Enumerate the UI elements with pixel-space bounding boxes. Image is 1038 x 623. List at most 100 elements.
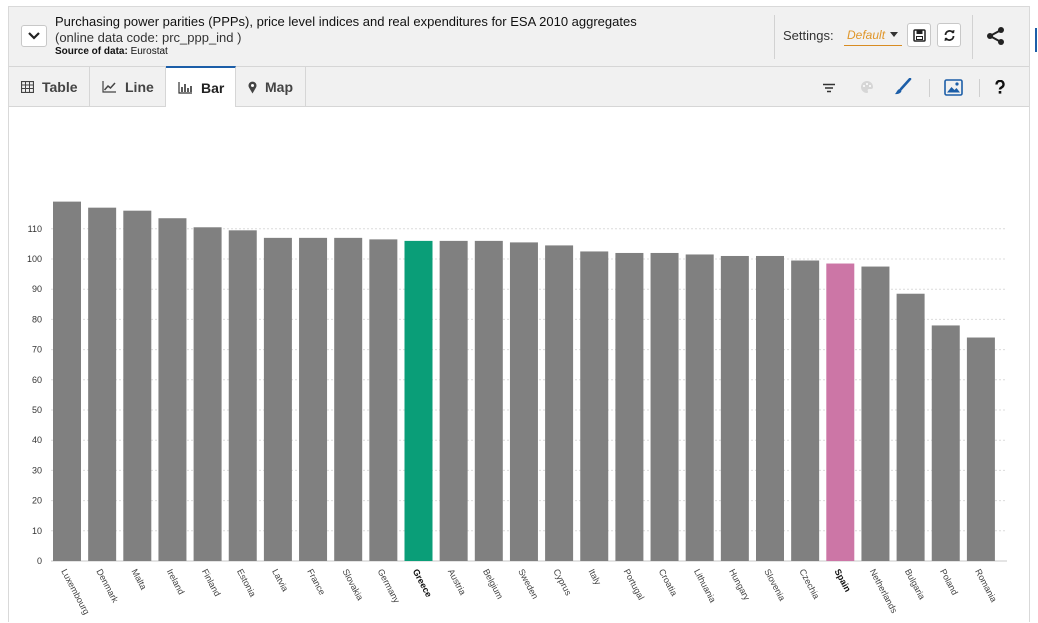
save-button[interactable] [907,23,931,47]
x-tick-label: Slovakia [340,567,365,602]
bar-latvia[interactable] [263,237,292,562]
bar-portugal[interactable] [615,252,644,561]
share-button[interactable] [985,25,1009,49]
x-tick-label: Cyprus [551,567,573,597]
share-icon [987,27,1004,45]
tab-bar-label: Bar [201,79,225,96]
y-tick-label: 10 [32,526,42,536]
tab-bar[interactable]: Bar [166,66,236,107]
y-tick-label: 100 [27,254,42,264]
bar-ireland[interactable] [158,218,187,561]
settings-select[interactable]: Default [844,24,902,46]
x-tick-label: Lithuania [692,567,718,604]
header-divider-2 [972,15,973,59]
y-tick-label: 0 [37,556,42,566]
x-tick-label: Hungary [727,567,752,602]
chevron-down-icon [28,32,40,40]
bar-spain[interactable] [826,263,855,561]
x-tick-label: Austria [446,567,468,596]
x-tick-label: Latvia [270,567,290,593]
x-tick-label: Czechia [797,567,821,600]
bar-greece[interactable] [404,240,433,561]
bar-lithuania[interactable] [685,254,714,561]
filter-icon[interactable] [822,83,836,93]
bar-chart-icon [178,81,192,94]
y-tick-label: 70 [32,345,42,355]
data-source: Source of data: Eurostat [55,46,168,57]
x-tick-label: Italy [586,567,603,587]
bar-austria[interactable] [439,240,468,561]
help-icon[interactable] [994,80,1006,94]
bar-germany[interactable] [369,239,398,561]
tab-line[interactable]: Line [90,67,166,107]
bar-belgium[interactable] [474,240,503,561]
bar-denmark[interactable] [88,207,117,561]
x-tick-label: France [305,567,327,596]
refresh-button[interactable] [937,23,961,47]
x-tick-label: Romania [973,567,999,604]
toolbar-divider-2 [979,79,980,97]
tab-line-label: Line [125,79,154,95]
bar-poland[interactable] [931,325,960,561]
y-tick-label: 40 [32,435,42,445]
tab-map[interactable]: Map [236,67,306,107]
brush-icon[interactable] [894,78,912,96]
bar-hungary[interactable] [720,255,749,562]
y-tick-label: 20 [32,496,42,506]
caret-down-icon[interactable] [890,32,898,37]
bar-france[interactable] [299,237,328,562]
x-tick-label: Luxembourg [59,567,91,616]
x-tick-label: Malta [130,567,149,591]
y-tick-label: 90 [32,284,42,294]
bar-chart: 0 10 20 30 40 50 60 70 80 90 100 110 Luxembourg Denma… [27,201,1007,616]
x-tick-label: Sweden [516,567,540,600]
x-tick-label: Portugal [622,567,647,601]
x-tick-label: Denmark [94,567,120,604]
y-tick-label: 60 [32,375,42,385]
bar-sweden[interactable] [509,242,538,561]
bar-finland[interactable] [193,227,222,561]
x-tick-label: Bulgaria [903,567,927,601]
bar-luxembourg[interactable] [53,201,81,561]
refresh-icon [944,29,954,41]
y-tick-label: 30 [32,465,42,475]
tab-table-label: Table [42,79,78,95]
floppy-disk-icon [912,28,926,42]
data-browser-panel: Purchasing power parities (PPPs), price … [8,6,1030,622]
source-value: Eurostat [130,46,168,57]
bar-malta[interactable] [123,210,152,561]
settings-label: Settings: [783,28,834,43]
header-divider [774,15,775,59]
dataset-title: Purchasing power parities (PPPs), price … [55,14,637,29]
line-chart-icon [102,81,116,93]
x-tick-label: Belgium [481,567,505,600]
map-pin-icon [248,81,257,93]
x-tick-label: Estonia [235,567,258,598]
bar-croatia[interactable] [650,252,679,561]
table-icon [21,81,34,93]
bar-netherlands[interactable] [861,266,890,561]
bar-estonia[interactable] [228,230,257,561]
dataset-code: (online data code: prc_ppp_ind ) [55,30,242,45]
x-tick-label: Slovenia [762,567,787,602]
x-tick-label: Croatia [657,567,679,597]
bar-italy[interactable] [580,251,609,561]
bar-slovenia[interactable] [756,255,784,562]
bar-romania[interactable] [966,337,995,561]
y-tick-label: 110 [28,224,42,234]
bar-bulgaria[interactable] [896,293,925,561]
x-tick-label: Ireland [165,567,187,596]
collapse-button[interactable] [21,25,47,47]
image-export-icon[interactable] [944,79,963,96]
bar-cyprus[interactable] [545,245,574,561]
x-tick-label: Netherlands [868,567,900,615]
bar-czechia[interactable] [791,260,820,561]
source-label: Source of data: [55,46,128,57]
bar-slovakia[interactable] [334,237,363,562]
tab-map-label: Map [265,79,293,95]
tab-table[interactable]: Table [9,67,90,107]
x-tick-label: Poland [938,567,960,596]
chart-area: 0 10 20 30 40 50 60 70 80 90 100 110 Luxembourg Denma… [9,107,1029,623]
toolbar-divider [929,79,930,97]
panel-edge-marker [1035,28,1037,52]
